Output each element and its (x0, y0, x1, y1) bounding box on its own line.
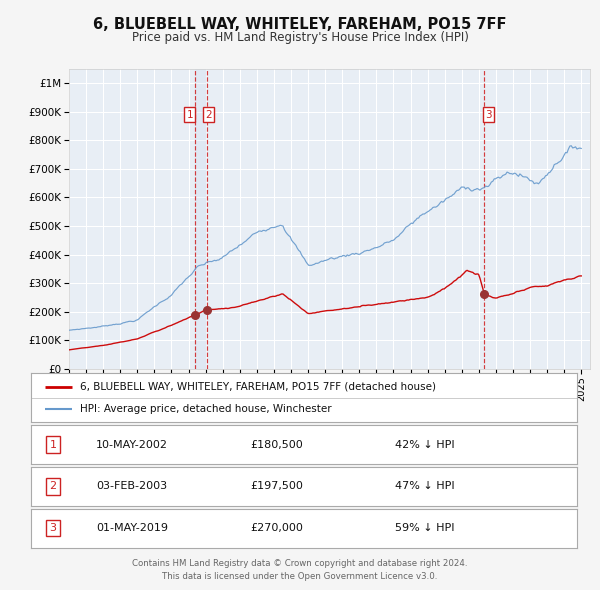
Text: 6, BLUEBELL WAY, WHITELEY, FAREHAM, PO15 7FF (detached house): 6, BLUEBELL WAY, WHITELEY, FAREHAM, PO15… (80, 382, 436, 392)
Text: Price paid vs. HM Land Registry's House Price Index (HPI): Price paid vs. HM Land Registry's House … (131, 31, 469, 44)
Text: £180,500: £180,500 (251, 440, 303, 450)
Text: £270,000: £270,000 (250, 523, 304, 533)
Text: 59% ↓ HPI: 59% ↓ HPI (395, 523, 454, 533)
Text: 1: 1 (50, 440, 56, 450)
Text: 2: 2 (205, 110, 212, 120)
Text: 47% ↓ HPI: 47% ↓ HPI (395, 481, 454, 491)
Text: This data is licensed under the Open Government Licence v3.0.: This data is licensed under the Open Gov… (163, 572, 437, 581)
Text: 6, BLUEBELL WAY, WHITELEY, FAREHAM, PO15 7FF: 6, BLUEBELL WAY, WHITELEY, FAREHAM, PO15… (93, 17, 507, 31)
Text: 1: 1 (187, 110, 193, 120)
Text: 10-MAY-2002: 10-MAY-2002 (96, 440, 168, 450)
Bar (194, 69, 207, 369)
Text: 01-MAY-2019: 01-MAY-2019 (96, 523, 168, 533)
Text: 3: 3 (485, 110, 491, 120)
Text: HPI: Average price, detached house, Winchester: HPI: Average price, detached house, Winc… (80, 404, 332, 414)
Text: Contains HM Land Registry data © Crown copyright and database right 2024.: Contains HM Land Registry data © Crown c… (132, 559, 468, 568)
Text: 3: 3 (50, 523, 56, 533)
Text: 03-FEB-2003: 03-FEB-2003 (97, 481, 168, 491)
Text: 42% ↓ HPI: 42% ↓ HPI (395, 440, 454, 450)
Text: 2: 2 (49, 481, 56, 491)
Text: £197,500: £197,500 (250, 481, 304, 491)
